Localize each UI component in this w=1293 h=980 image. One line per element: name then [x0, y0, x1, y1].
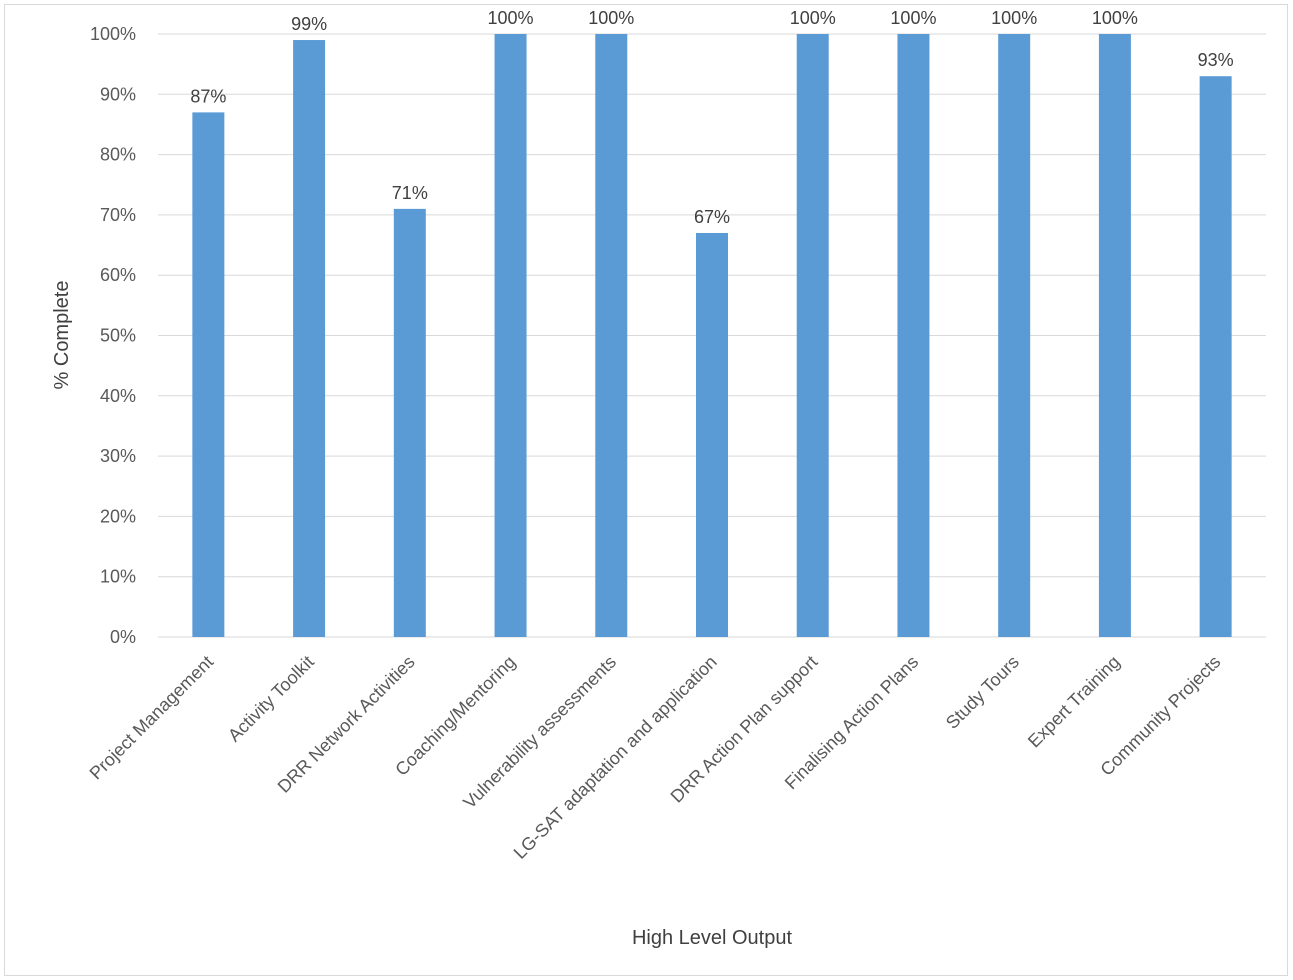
data-label: 100% [991, 8, 1037, 28]
bar [696, 232, 728, 638]
y-tick-label: 20% [100, 506, 136, 526]
bars [192, 34, 1232, 638]
x-axis-title: High Level Output [632, 927, 793, 949]
data-label: 87% [190, 86, 226, 106]
data-label: 100% [1092, 8, 1138, 28]
data-label: 99% [291, 14, 327, 34]
data-label: 100% [790, 8, 836, 28]
data-label: 100% [890, 8, 936, 28]
data-label: 93% [1198, 50, 1234, 70]
bar [1098, 34, 1131, 637]
y-tick-label: 60% [100, 265, 136, 285]
bar [1199, 76, 1232, 637]
bar [595, 34, 628, 637]
data-label: 100% [588, 8, 634, 28]
x-category-label: LG-SAT adaptation and application [510, 652, 721, 863]
y-tick-label: 0% [110, 627, 136, 647]
bar [393, 208, 426, 637]
data-label: 100% [488, 8, 534, 28]
x-category-label: Activity Toolkit [224, 652, 318, 746]
bar [192, 112, 225, 637]
bar [897, 34, 930, 637]
gridlines [158, 33, 1266, 638]
y-tick-label: 70% [100, 205, 136, 225]
x-category-label: Study Tours [942, 652, 1023, 733]
y-tick-label: 30% [100, 446, 136, 466]
data-labels: 87% 99% 71% 100% 100% 67% 100% 100% 100% 100% 93% [190, 8, 1233, 227]
data-label: 71% [392, 183, 428, 203]
bar [796, 34, 829, 637]
x-category-label: Expert Training [1024, 652, 1124, 752]
bar [293, 40, 326, 637]
y-tick-label: 100% [90, 24, 136, 44]
y-tick-label: 50% [100, 326, 136, 346]
bar [494, 34, 527, 637]
y-tick-label: 40% [100, 386, 136, 406]
x-category-label: Project Management [86, 652, 218, 784]
y-axis-ticks: 0% 10% 20% 30% 40% 50% 60% 70% 80% 90% 100% [90, 24, 136, 647]
y-tick-label: 10% [100, 567, 136, 587]
y-tick-label: 90% [100, 84, 136, 104]
y-axis-title: % Complete [51, 281, 73, 390]
y-tick-label: 80% [100, 145, 136, 165]
bar [998, 34, 1031, 637]
data-label: 67% [694, 207, 730, 227]
